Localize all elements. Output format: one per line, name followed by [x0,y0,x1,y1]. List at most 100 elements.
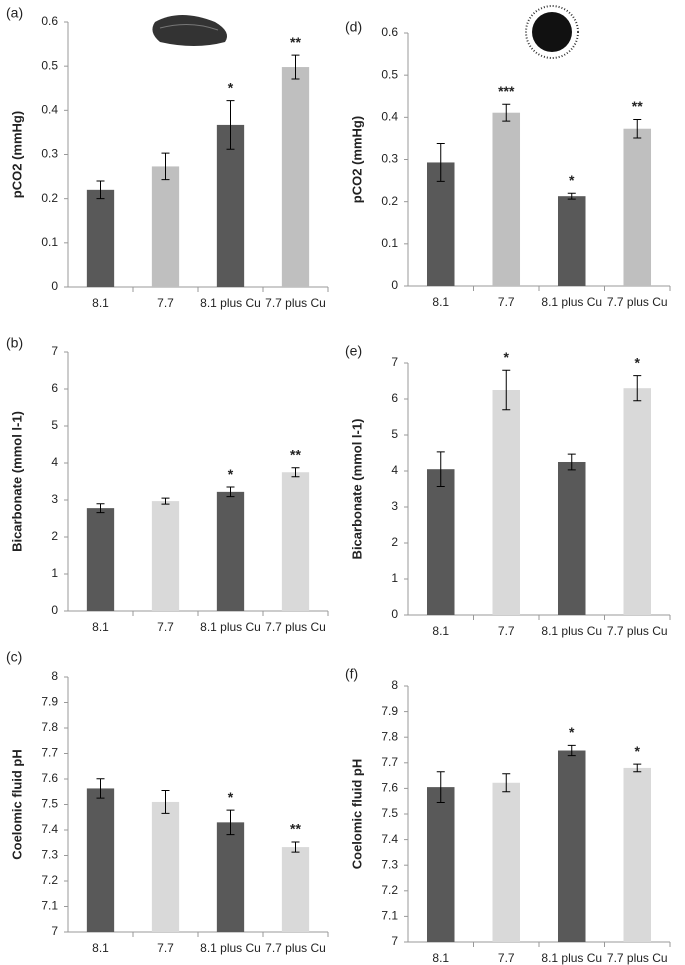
urchin-body [532,12,572,52]
y-tick-label: 0.1 [41,235,58,249]
y-tick-label: 5 [51,418,58,432]
mussel-icon [152,15,228,46]
x-tick-label: 7.7 plus Cu [607,295,668,309]
y-tick-label: 7 [51,344,58,358]
error-bar [502,773,511,793]
significance-label: * [569,172,575,188]
y-tick-label: 3 [391,499,398,513]
significance-label: * [569,724,575,740]
y-tick-label: 0.3 [381,152,398,166]
urchin-icon [525,5,579,59]
panel-label: (b) [6,335,23,351]
bar [557,750,586,942]
y-axis-label: pCO2 (mmHg) [9,111,24,198]
error-bar [633,118,642,139]
y-tick-label: 7.5 [41,797,58,811]
y-tick-label: 7.9 [41,695,58,709]
significance-label: * [635,354,641,370]
y-tick-label: 2 [51,529,58,543]
urchin-spines [525,5,579,59]
y-tick-label: 0 [391,607,398,621]
error-bar [633,763,642,773]
error-bar [96,503,105,514]
y-tick-label: 7.1 [41,899,58,913]
bar [492,112,521,286]
error-bar [567,453,576,471]
bar [492,390,521,615]
x-tick-label: 8.1 plus Cu [541,624,602,638]
significance-label: * [504,349,510,365]
significance-label: * [228,466,234,482]
error-bar [502,369,511,411]
y-tick-label: 1 [391,571,398,585]
error-bar [161,152,170,181]
y-tick-label: 7.9 [381,704,398,718]
y-tick-label: 7.7 [381,755,398,769]
x-tick-label: 7.7 plus Cu [265,941,326,955]
y-tick-label: 7.7 [41,746,58,760]
y-tick-label: 4 [391,463,398,477]
y-axis-label: Coelomic fluid pH [9,749,24,860]
x-tick-label: 7.7 plus Cu [265,296,326,310]
y-tick-label: 2 [391,535,398,549]
y-tick-label: 7.6 [41,771,58,785]
significance-label: ** [290,821,301,837]
y-tick-label: 0.1 [381,236,398,250]
y-tick-label: 8 [391,678,398,692]
x-tick-label: 8.1 plus Cu [200,620,261,634]
bar [426,787,455,942]
y-tick-label: 0.3 [41,147,58,161]
x-tick-label: 8.1 [432,624,449,638]
error-bar [436,771,445,803]
x-tick-label: 7.7 [498,951,515,965]
y-tick-label: 7 [51,924,58,938]
x-tick-label: 8.1 [92,296,109,310]
y-tick-label: 7.1 [381,909,398,923]
y-tick-label: 7.8 [381,729,398,743]
y-tick-label: 7.5 [381,806,398,820]
x-tick-label: 8.1 plus Cu [541,951,602,965]
significance-label: * [228,789,234,805]
significance-label: ** [290,447,301,463]
mussel-shape [152,15,228,46]
y-tick-label: 0.2 [41,191,58,205]
x-tick-label: 8.1 [92,941,109,955]
y-tick-label: 7.3 [41,848,58,862]
bar [623,388,652,615]
bar [426,469,455,615]
y-tick-label: 7 [391,355,398,369]
y-axis-label: Bicarbonate (mmol l-1) [349,419,364,560]
bar [86,788,115,932]
panel-label: (e) [345,343,362,359]
error-bar [161,789,170,814]
bar [86,508,115,611]
bar [281,847,310,932]
bar [216,491,245,611]
error-bar [567,192,576,200]
y-tick-label: 7.8 [41,720,58,734]
panel-label: (d) [345,19,362,35]
y-tick-label: 6 [51,381,58,395]
y-tick-label: 0.5 [381,67,398,81]
bar [216,822,245,932]
y-tick-label: 7.2 [41,873,58,887]
bar [623,128,652,286]
x-tick-label: 8.1 plus Cu [541,295,602,309]
bar [492,782,521,942]
error-bar [291,467,300,478]
y-tick-label: 6 [391,391,398,405]
y-axis-label: Coelomic fluid pH [349,759,364,870]
error-bar [633,375,642,402]
bar [151,501,180,611]
bar [86,189,115,287]
mussel-line [159,24,219,31]
x-tick-label: 7.7 [157,296,174,310]
x-tick-label: 8.1 [92,620,109,634]
x-tick-label: 7.7 plus Cu [607,624,668,638]
x-tick-label: 8.1 [432,951,449,965]
y-tick-label: 7.4 [381,832,398,846]
significance-label: ** [632,98,643,114]
y-tick-label: 0 [391,278,398,292]
error-bar [502,103,511,122]
